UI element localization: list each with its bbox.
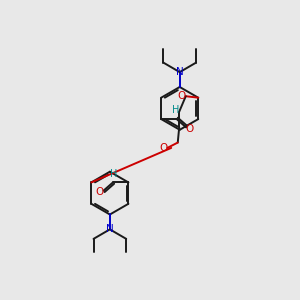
Text: N: N [176, 67, 184, 77]
Text: O: O [178, 91, 186, 101]
Text: O: O [96, 187, 104, 197]
Text: H: H [172, 105, 180, 115]
Text: O: O [186, 124, 194, 134]
Text: N: N [106, 224, 114, 234]
Text: O: O [159, 143, 168, 153]
Text: H: H [110, 169, 117, 178]
